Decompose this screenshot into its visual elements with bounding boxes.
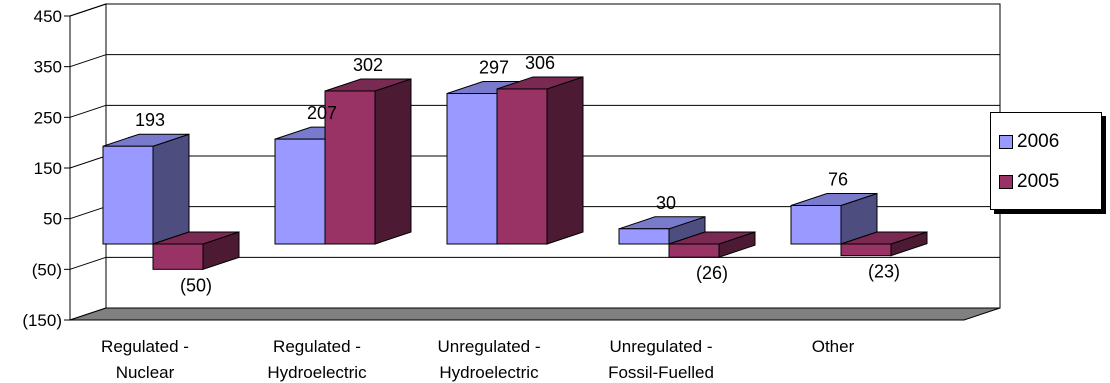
x-tick-label: Hydroelectric	[267, 363, 367, 382]
legend-item-2006: 2006	[999, 129, 1059, 155]
y-tick-label: 150	[34, 159, 62, 178]
legend-label-2006: 2006	[1017, 131, 1060, 152]
x-axis: Regulated - Nuclear Regulated - Hydroelectr…	[101, 337, 855, 382]
legend-swatch-2005	[999, 175, 1013, 189]
bar	[668, 243, 720, 258]
bar	[152, 243, 204, 270]
y-tick-label: 250	[34, 108, 62, 127]
bar	[790, 204, 842, 245]
data-label: (26)	[696, 263, 728, 283]
bar	[446, 93, 498, 245]
gridline-side	[69, 155, 107, 169]
y-tick-label: 350	[34, 58, 62, 77]
data-label: 207	[307, 103, 337, 123]
gridline-side	[69, 256, 107, 270]
gridline-side	[69, 3, 107, 17]
x-tick-label: Fossil-Fuelled	[608, 363, 714, 382]
bar-side	[152, 133, 190, 245]
bar	[840, 243, 892, 257]
bars	[102, 76, 928, 271]
legend-swatch-2006	[999, 135, 1013, 149]
bar-side	[374, 78, 412, 245]
y-tick-label: (50)	[32, 260, 62, 279]
data-labels: 193 (50) 207 302 297 306 30 (26) 76 (23)	[135, 53, 900, 295]
x-tick-label: Regulated -	[273, 337, 361, 356]
bar	[618, 228, 670, 245]
x-tick-label: Other	[812, 337, 855, 356]
data-label: 302	[353, 55, 383, 75]
floor	[69, 307, 1001, 321]
y-axis: (150) (50) 50 150 250 350 450	[22, 7, 71, 330]
bar-side	[546, 76, 584, 245]
x-tick-label: Unregulated -	[437, 337, 540, 356]
bar	[496, 88, 548, 245]
data-label: (50)	[180, 275, 212, 295]
data-label: 76	[828, 169, 848, 189]
data-label: (23)	[868, 262, 900, 282]
data-label: 306	[525, 53, 555, 73]
x-tick-label: Regulated -	[101, 337, 189, 356]
y-tick-label: 50	[43, 210, 62, 229]
legend-label-2005: 2005	[1017, 171, 1060, 192]
y-tick-label: 450	[34, 7, 62, 26]
data-label: 30	[656, 193, 676, 213]
gridline-side	[69, 104, 107, 118]
x-tick-label: Nuclear	[116, 363, 175, 382]
data-label: 193	[135, 110, 165, 130]
gridline-side	[69, 206, 107, 220]
gridline-side	[69, 54, 107, 68]
data-label: 297	[479, 58, 509, 78]
legend: 2006 2005	[990, 112, 1102, 210]
x-tick-label: Unregulated -	[609, 337, 712, 356]
bar	[102, 145, 154, 245]
x-tick-label: Hydroelectric	[439, 363, 539, 382]
bar	[324, 90, 376, 245]
bar	[274, 138, 326, 245]
y-tick-label: (150)	[22, 311, 62, 330]
legend-item-2005: 2005	[999, 169, 1059, 195]
